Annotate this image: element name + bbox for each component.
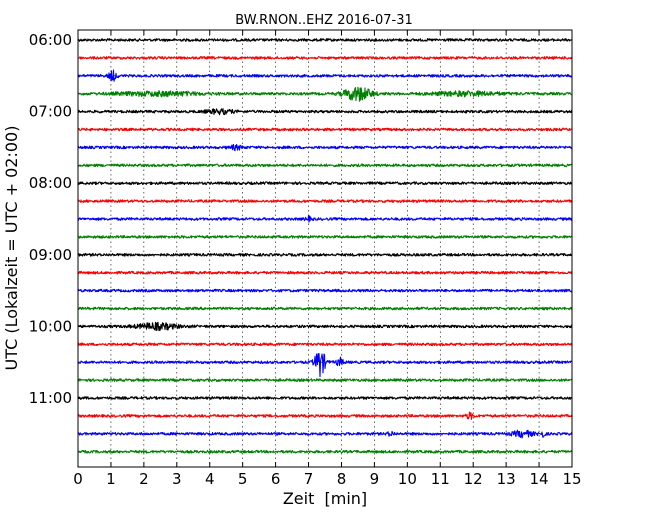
seismic-trace <box>77 396 573 400</box>
seismic-trace <box>77 270 573 275</box>
y-tick-label: 08:00 <box>29 174 72 192</box>
seismic-trace <box>77 163 573 168</box>
seismic-trace <box>77 143 573 152</box>
seismic-trace <box>77 199 573 203</box>
x-tick-label: 9 <box>370 470 380 488</box>
x-tick-label: 15 <box>562 470 581 488</box>
seismic-trace <box>77 127 573 132</box>
x-tick-label: 2 <box>139 470 149 488</box>
seismic-trace <box>77 235 573 239</box>
x-axis: 0 1 2 3 4 5 6 7 8 9 10 11 12 13 14 15 <box>73 30 582 488</box>
seismic-trace <box>77 181 573 186</box>
seismic-trace <box>77 56 573 60</box>
x-axis-label: Zeit [min] <box>283 489 367 508</box>
y-tick-label: 10:00 <box>29 317 72 335</box>
y-axis: 06:00 07:00 08:00 09:00 10:00 11:00 <box>29 31 572 407</box>
seismic-trace <box>77 306 573 311</box>
x-tick-label: 1 <box>106 470 116 488</box>
x-tick-label: 14 <box>530 470 549 488</box>
seismic-trace <box>77 108 573 116</box>
seismic-trace <box>77 321 573 332</box>
seismic-trace <box>77 288 573 293</box>
y-tick-label: 07:00 <box>29 103 72 121</box>
seismic-trace <box>77 352 573 378</box>
seismic-trace <box>77 215 573 223</box>
x-tick-label: 12 <box>464 470 483 488</box>
x-tick-label: 13 <box>497 470 516 488</box>
seismic-trace <box>77 252 573 257</box>
seismic-trace <box>77 429 573 439</box>
seismic-trace <box>77 342 573 347</box>
x-tick-label: 6 <box>271 470 281 488</box>
seismic-trace <box>77 411 573 420</box>
seismic-trace <box>77 38 573 42</box>
y-axis-label: UTC (Lokalzeit = UTC + 02:00) <box>2 126 21 371</box>
x-tick-label: 7 <box>304 470 314 488</box>
x-tick-label: 10 <box>398 470 417 488</box>
seismic-trace <box>77 86 573 102</box>
plot-frame <box>77 29 573 468</box>
seismic-trace <box>77 69 573 82</box>
chart-title: BW.RNON..EHZ 2016-07-31 <box>235 13 413 28</box>
x-tick-label: 5 <box>238 470 248 488</box>
y-tick-label: 06:00 <box>29 31 72 49</box>
seismic-trace <box>77 378 573 382</box>
y-tick-label: 11:00 <box>29 389 72 407</box>
x-tick-label: 4 <box>205 470 215 488</box>
seismic-trace <box>77 449 573 454</box>
trace-group <box>77 38 573 454</box>
x-tick-label: 0 <box>73 470 83 488</box>
x-tick-label: 3 <box>172 470 182 488</box>
y-tick-label: 09:00 <box>29 246 72 264</box>
x-tick-label: 11 <box>431 470 450 488</box>
x-tick-label: 8 <box>337 470 347 488</box>
